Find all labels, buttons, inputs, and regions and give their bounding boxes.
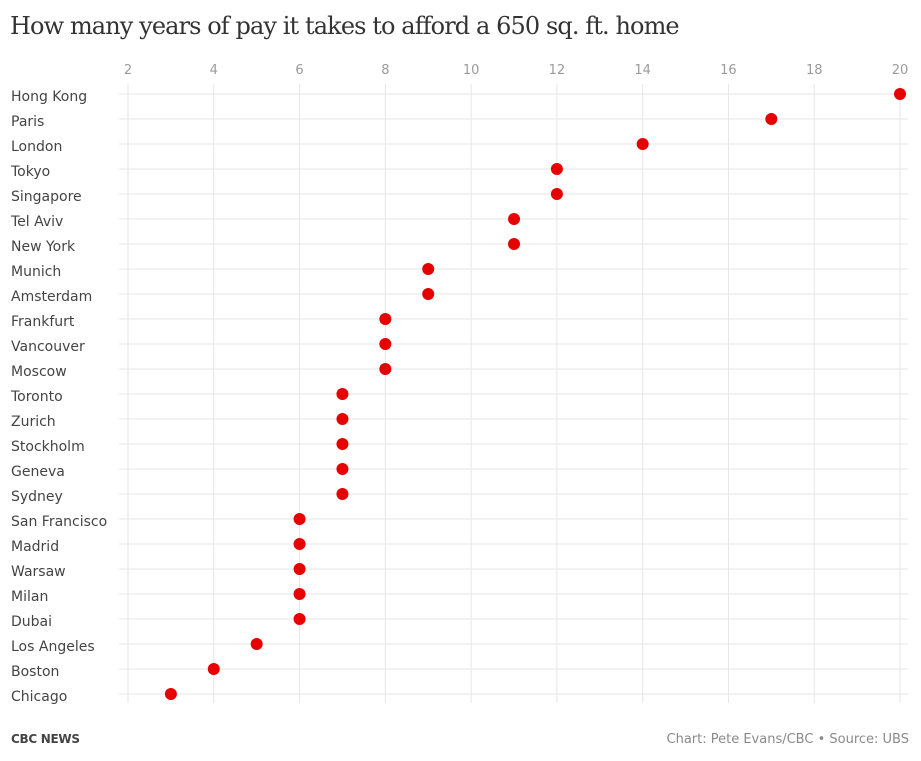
x-tick-label: 8 [381, 63, 389, 78]
category-label: Paris [11, 114, 44, 130]
data-point-singapore[interactable]: Singapore: 12 [550, 188, 563, 200]
data-point-los-angeles[interactable]: Los Angeles: 5 [250, 638, 263, 650]
category-label: Milan [11, 589, 48, 605]
category-label: Tokyo [10, 164, 50, 180]
data-point-vancouver[interactable]: Vancouver: 8 [379, 338, 392, 350]
data-point-toronto[interactable]: Toronto: 7 [336, 388, 349, 400]
x-tick-label: 4 [210, 63, 218, 78]
category-label: Singapore [11, 189, 82, 205]
data-point-chicago[interactable]: Chicago: 3 [164, 688, 177, 700]
data-point-san-francisco[interactable]: San Francisco: 6 [293, 513, 306, 525]
category-label: Zurich [11, 414, 56, 430]
data-point-boston[interactable]: Boston: 4 [207, 663, 220, 675]
category-label: Amsterdam [11, 289, 92, 305]
data-point-frankfurt[interactable]: Frankfurt: 8 [379, 313, 392, 325]
category-label: Madrid [11, 539, 59, 555]
category-label: London [11, 139, 62, 155]
category-label: Munich [11, 264, 61, 280]
data-point-paris[interactable]: Paris: 17 [765, 113, 778, 125]
data-points: Hong Kong: 20 Paris: 17 London: 14 Tokyo: 1… [164, 88, 906, 700]
data-point-new-york[interactable]: New York: 11 [508, 238, 520, 250]
x-tick-label: 6 [295, 63, 303, 78]
x-tick-label: 10 [463, 63, 480, 78]
data-point-milan[interactable]: Milan: 6 [293, 588, 306, 600]
x-tick-label: 20 [892, 63, 909, 78]
category-label: Vancouver [11, 339, 85, 355]
category-label: San Francisco [11, 514, 107, 530]
x-tick-label: 16 [720, 63, 737, 78]
category-label: Sydney [11, 489, 63, 505]
data-point-dubai[interactable]: Dubai: 6 [293, 613, 306, 625]
category-label: Dubai [11, 614, 52, 630]
horizontal-gridlines [119, 93, 908, 695]
category-label: Warsaw [11, 564, 66, 580]
source-credit: Chart: Pete Evans/CBC • Source: UBS [666, 732, 910, 747]
data-point-london[interactable]: London: 14 [636, 138, 649, 150]
x-tick-label: 18 [806, 63, 823, 78]
data-point-zurich[interactable]: Zurich: 7 [336, 413, 349, 425]
data-point-stockholm[interactable]: Stockholm: 7 [336, 438, 349, 450]
x-tick-label: 12 [549, 63, 566, 78]
category-label: Hong Kong [11, 89, 87, 105]
category-label: Moscow [11, 364, 67, 380]
category-label: Toronto [10, 389, 63, 405]
data-point-munich[interactable]: Munich: 9 [422, 263, 435, 275]
category-label: Stockholm [11, 439, 85, 455]
data-point-madrid[interactable]: Madrid: 6 [293, 538, 306, 550]
data-point-hong-kong[interactable]: Hong Kong: 20 [894, 88, 906, 100]
category-label: Tel Aviv [10, 214, 63, 230]
data-point-tel-aviv[interactable]: Tel Aviv: 11 [508, 213, 520, 225]
category-label: Los Angeles [11, 639, 95, 655]
category-label: New York [11, 239, 76, 255]
category-label: Geneva [11, 464, 65, 480]
category-label: Frankfurt [11, 314, 75, 330]
data-point-tokyo[interactable]: Tokyo: 12 [550, 163, 563, 175]
data-point-moscow[interactable]: Moscow: 8 [379, 363, 392, 375]
category-labels: Hong Kong Paris London Tokyo Singapore Tel Av… [10, 89, 107, 705]
category-label: Chicago [11, 689, 67, 705]
brand-logo-text: CBC NEWS [11, 732, 80, 746]
data-point-geneva[interactable]: Geneva: 7 [336, 463, 349, 475]
x-tick-label: 14 [634, 63, 651, 78]
chart-title: How many years of pay it takes to afford… [10, 12, 680, 40]
x-axis-ticks: 2 4 6 8 10 12 14 16 18 20 [124, 63, 908, 78]
category-label: Boston [11, 664, 59, 680]
data-point-warsaw[interactable]: Warsaw: 6 [293, 563, 306, 575]
x-tick-label: 2 [124, 63, 132, 78]
data-point-amsterdam[interactable]: Amsterdam: 9 [422, 288, 435, 300]
data-point-sydney[interactable]: Sydney: 7 [336, 488, 349, 500]
